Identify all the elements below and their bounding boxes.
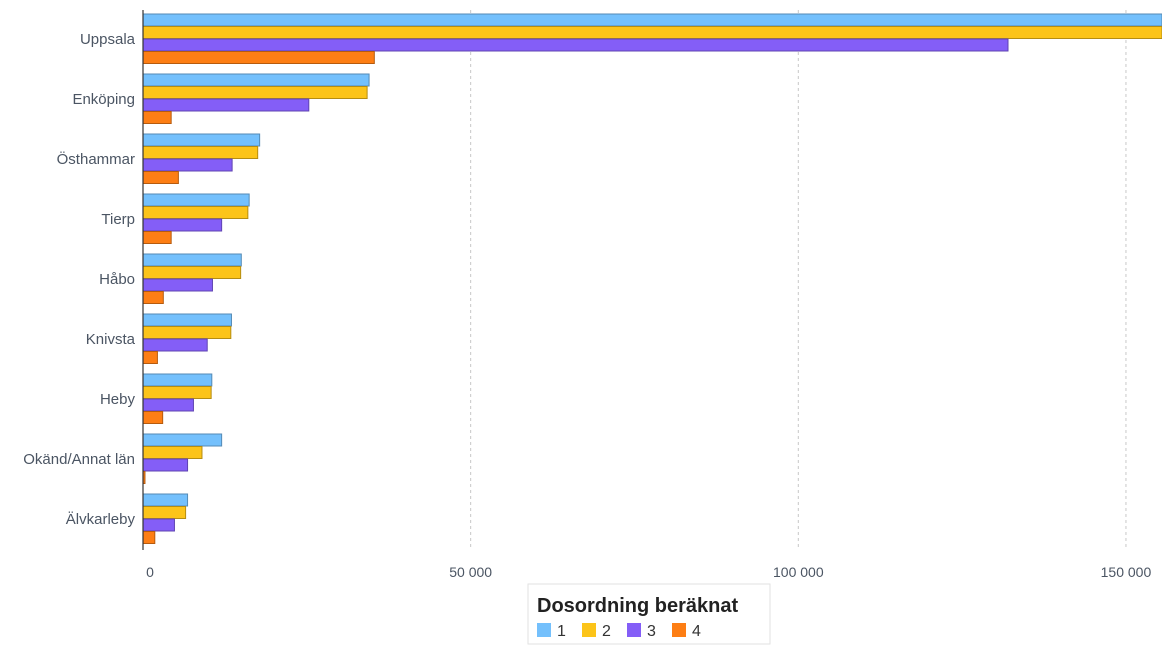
bar <box>142 51 375 64</box>
bar <box>142 518 175 532</box>
bar <box>142 38 1009 52</box>
bar <box>142 411 164 424</box>
bar <box>142 373 213 387</box>
bar <box>142 446 203 459</box>
x-tick-label: 0 <box>146 564 154 580</box>
legend-box <box>527 583 771 645</box>
bar <box>142 351 158 364</box>
legend-label: 4 <box>692 623 701 640</box>
bar <box>142 13 1162 27</box>
bar <box>142 193 250 207</box>
bar <box>142 433 223 447</box>
bar <box>142 253 242 267</box>
bar <box>142 338 208 352</box>
legend-label: 3 <box>647 623 656 640</box>
bar <box>142 206 249 219</box>
x-tick-label: 50 000 <box>449 564 492 580</box>
grid-lines <box>470 10 1127 550</box>
bar <box>142 73 370 87</box>
bar <box>142 458 189 472</box>
bar <box>142 398 194 412</box>
category-label: Okänd/Annat län <box>23 451 135 468</box>
category-label: Östhammar <box>57 150 135 168</box>
bar <box>142 386 212 399</box>
bar <box>142 171 179 184</box>
x-tick-label: 150 000 <box>1101 564 1152 580</box>
bar <box>142 111 172 124</box>
legend-label: 1 <box>557 623 566 640</box>
legend-title: Dosordning beräknat <box>537 595 738 617</box>
legend-swatch <box>627 623 641 637</box>
bar <box>142 531 156 544</box>
bar <box>142 133 261 147</box>
category-label: Tierp <box>101 211 135 228</box>
x-tick-label: 100 000 <box>773 564 824 580</box>
legend-swatch <box>672 623 686 637</box>
category-label: Enköping <box>72 91 135 108</box>
bar <box>142 26 1162 39</box>
bar <box>142 506 187 519</box>
bar <box>142 98 310 112</box>
bars <box>142 13 1162 544</box>
category-label: Håbo <box>99 271 135 288</box>
bar <box>142 266 242 279</box>
bar <box>142 146 259 159</box>
bar <box>142 86 368 99</box>
bar <box>142 231 172 244</box>
category-label: Knivsta <box>86 331 136 348</box>
legend-swatch <box>537 623 551 637</box>
bar <box>142 326 232 339</box>
legend: Dosordning beräknat 1 2 3 4 <box>527 583 771 645</box>
category-label: Uppsala <box>80 31 136 48</box>
bar <box>142 158 233 172</box>
category-label: Heby <box>100 391 136 408</box>
x-tick-labels: 0 50 000 100 000 150 000 <box>146 564 1151 580</box>
bar <box>142 218 223 232</box>
category-label: Älvkarleby <box>66 511 136 528</box>
bar <box>142 493 189 507</box>
legend-items: 1 2 3 4 <box>537 623 701 640</box>
bar <box>142 291 164 304</box>
bar <box>142 313 232 327</box>
bar <box>142 278 213 292</box>
category-labels: Uppsala Enköping Östhammar Tierp Håbo Knivsta… <box>23 31 135 528</box>
legend-label: 2 <box>602 623 611 640</box>
legend-swatch <box>582 623 596 637</box>
